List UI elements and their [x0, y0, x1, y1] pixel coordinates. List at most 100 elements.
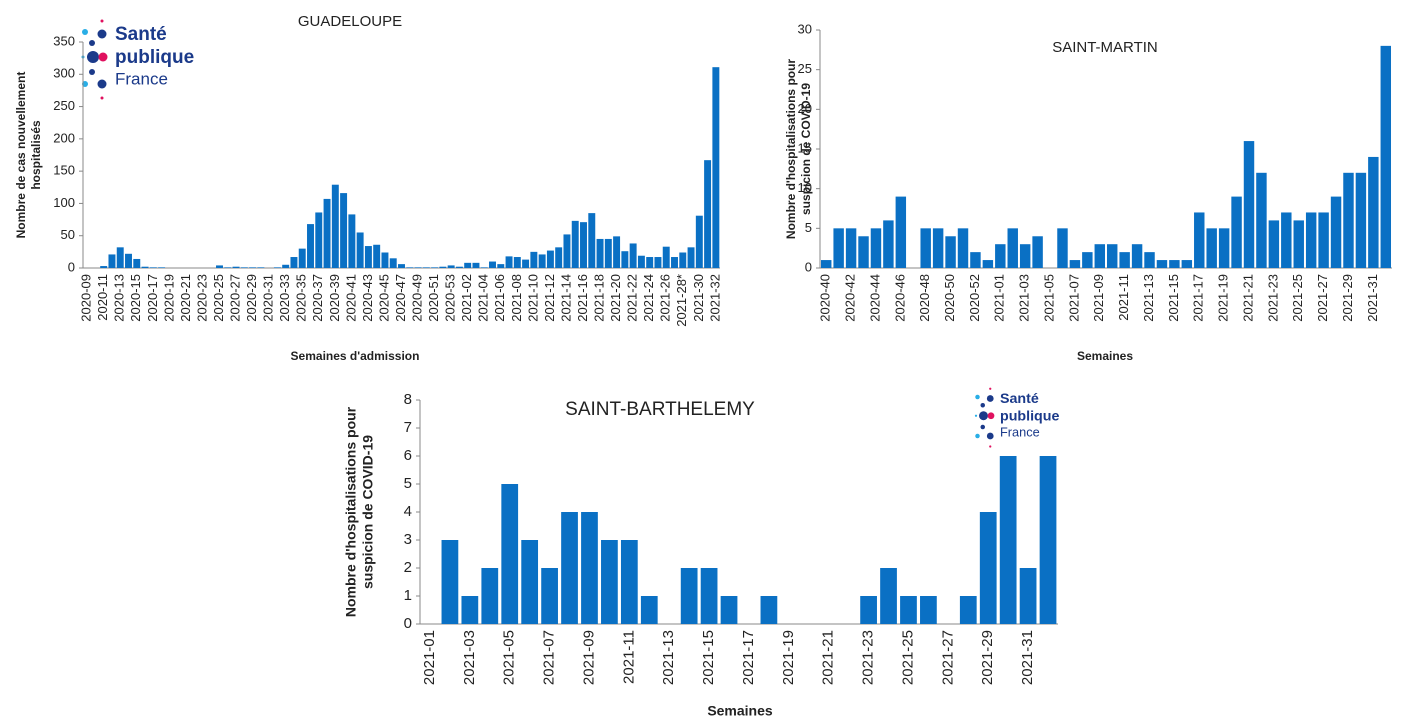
- x-tick-label: 2020-39: [327, 274, 342, 322]
- bar: [970, 252, 981, 268]
- bar: [464, 262, 472, 268]
- bar: [1094, 244, 1106, 268]
- bar: [1194, 212, 1205, 268]
- x-axis-label: Semaines d'admission: [291, 349, 420, 363]
- logo-text: France: [115, 69, 168, 88]
- bar: [895, 196, 907, 268]
- bar: [679, 252, 687, 268]
- bar: [700, 568, 718, 624]
- y-tick-label: 15: [798, 140, 812, 155]
- bar: [100, 266, 108, 268]
- bar: [116, 247, 124, 268]
- bar: [833, 228, 844, 268]
- x-tick-label: 2020-25: [211, 274, 226, 322]
- x-tick-label: 2021-16: [575, 274, 590, 322]
- x-tick-label: 2021-30: [691, 274, 706, 322]
- bar: [945, 236, 956, 268]
- x-tick-label: 2020-40: [818, 274, 833, 322]
- x-axis-label: Semaines: [1077, 349, 1133, 363]
- y-tick-label: 200: [53, 130, 75, 145]
- x-tick-label: 2020-46: [892, 274, 907, 322]
- bar: [1069, 260, 1081, 268]
- bar: [373, 244, 381, 268]
- x-tick-label: 2021-17: [740, 630, 757, 685]
- x-tick-label: 2020-27: [227, 274, 242, 322]
- x-tick-label: 2020-23: [194, 274, 209, 322]
- chart-title: SAINT-MARTIN: [1052, 39, 1158, 56]
- x-tick-label: 2020-41: [343, 274, 358, 322]
- bar: [125, 253, 132, 268]
- x-tick-label: 2020-17: [145, 274, 160, 322]
- bar: [654, 257, 662, 268]
- y-axis-label: hospitalisés: [29, 120, 43, 190]
- y-axis-label: Nombre d'hospitalisations pour: [343, 406, 359, 617]
- bar: [1231, 196, 1242, 268]
- bar: [232, 266, 240, 268]
- bar: [1305, 212, 1317, 268]
- y-tick-label: 5: [805, 220, 812, 235]
- bar: [315, 212, 323, 268]
- x-tick-label: 2021-13: [660, 630, 677, 685]
- bar: [298, 248, 306, 268]
- bar: [282, 264, 290, 268]
- bar: [979, 512, 997, 624]
- bar: [580, 222, 587, 268]
- bar: [441, 540, 459, 624]
- bar: [1330, 196, 1342, 268]
- y-tick-label: 150: [53, 163, 75, 178]
- bar: [982, 260, 994, 268]
- bar: [1106, 244, 1118, 268]
- x-tick-label: 2021-04: [476, 274, 491, 322]
- bar: [900, 596, 917, 624]
- bar: [646, 257, 654, 268]
- x-tick-label: 2020-50: [942, 274, 957, 322]
- y-tick-label: 3: [404, 531, 412, 548]
- y-tick-label: 20: [798, 101, 812, 116]
- bar: [1206, 228, 1217, 268]
- bar: [348, 214, 356, 268]
- bar: [398, 264, 405, 268]
- bar: [620, 540, 638, 624]
- chart-title: SAINT-BARTHELEMY: [565, 399, 755, 420]
- x-tick-label: 2020-43: [360, 274, 375, 322]
- bar: [461, 596, 479, 624]
- bar: [601, 540, 618, 624]
- x-tick-label: 2021-15: [1166, 274, 1181, 322]
- bar: [489, 261, 496, 268]
- x-tick-label: 2021-01: [421, 630, 438, 685]
- x-tick-label: 2020-51: [426, 274, 441, 322]
- bar: [563, 234, 571, 268]
- bar: [687, 247, 695, 268]
- x-axis-label: Semaines: [707, 703, 773, 719]
- bar: [323, 198, 331, 268]
- bar: [1181, 260, 1193, 268]
- x-tick-label: 2021-23: [860, 630, 877, 685]
- x-tick-label: 2021-19: [780, 630, 797, 685]
- bar: [472, 262, 480, 268]
- bar: [860, 596, 877, 624]
- x-tick-label: 2021-05: [1041, 274, 1056, 322]
- y-axis-label: suspicion de COVID-19: [360, 435, 376, 589]
- bar: [1243, 141, 1255, 268]
- bar: [858, 236, 869, 268]
- chart-title: GUADELOUPE: [298, 13, 402, 30]
- x-tick-label: 2020-19: [161, 274, 176, 322]
- bar: [662, 246, 670, 268]
- bar: [613, 236, 621, 268]
- x-tick-label: 2021-14: [558, 274, 573, 322]
- bar: [920, 596, 937, 624]
- bar: [447, 265, 455, 268]
- x-tick-label: 2020-35: [294, 274, 309, 322]
- x-tick-label: 2020-21: [178, 274, 193, 322]
- x-tick-label: 2020-52: [967, 274, 982, 322]
- bar: [497, 264, 505, 268]
- bar: [581, 512, 598, 624]
- bar: [530, 251, 538, 268]
- bar: [604, 238, 612, 268]
- y-tick-label: 50: [61, 227, 75, 242]
- bar: [637, 255, 645, 268]
- bar: [640, 596, 658, 624]
- bar: [1032, 236, 1043, 268]
- bar: [431, 267, 439, 268]
